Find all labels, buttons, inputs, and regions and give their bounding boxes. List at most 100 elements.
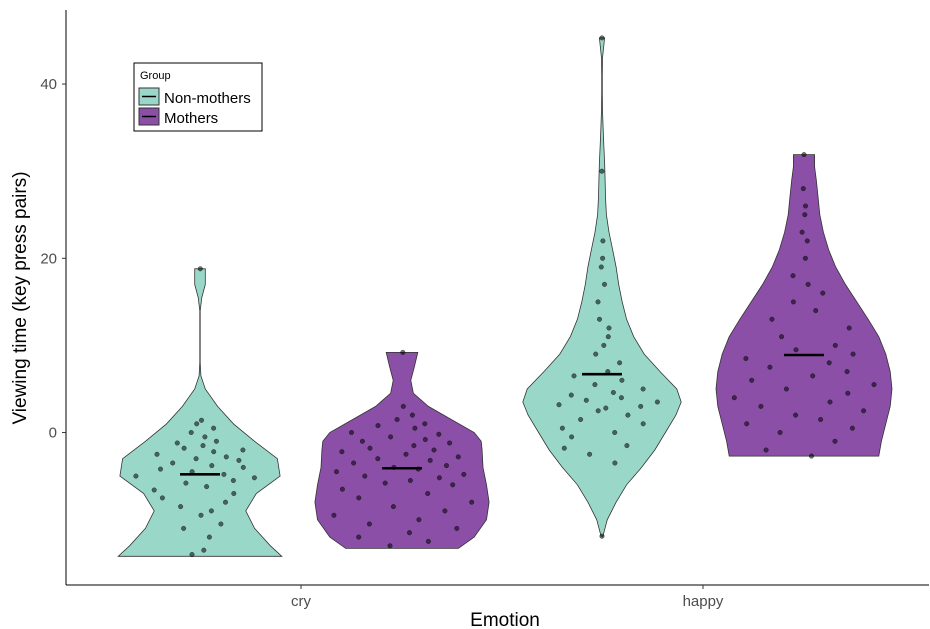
data-point (592, 382, 598, 388)
data-point (569, 434, 575, 440)
data-point (461, 471, 467, 477)
data-point (640, 386, 646, 392)
data-point (598, 264, 604, 270)
data-point (407, 530, 413, 536)
data-point (208, 508, 214, 514)
data-point (861, 408, 867, 414)
data-point (744, 421, 750, 427)
data-point (832, 438, 838, 444)
data-point (442, 508, 448, 514)
data-point (625, 412, 631, 418)
data-point (800, 186, 806, 192)
data-point (599, 168, 605, 174)
data-point (154, 451, 160, 457)
legend-label-mothers: Mothers (164, 110, 218, 127)
data-point (595, 299, 601, 305)
data-point (151, 487, 157, 493)
data-point (818, 417, 824, 423)
data-point (351, 460, 357, 466)
data-point (783, 386, 789, 392)
data-point (769, 316, 775, 322)
legend: Group Non-mothers Mothers (133, 62, 263, 132)
data-point (601, 342, 607, 348)
data-point (231, 491, 237, 497)
data-point (606, 325, 612, 331)
data-point (339, 486, 345, 492)
data-point (568, 392, 574, 398)
data-point (610, 390, 616, 396)
data-point (198, 417, 204, 423)
data-point (394, 417, 400, 423)
legend-title: Group (140, 70, 171, 82)
data-point (204, 484, 210, 490)
data-point (427, 457, 433, 463)
data-point (422, 437, 428, 443)
data-point (375, 456, 381, 462)
data-point (454, 525, 460, 531)
data-point (197, 266, 203, 272)
data-point (200, 443, 206, 449)
x-tick-label: happy (683, 593, 724, 610)
data-point (578, 417, 584, 423)
data-point (230, 478, 236, 484)
data-point (387, 543, 393, 549)
data-point (805, 281, 811, 287)
data-point (366, 521, 372, 527)
data-point (832, 342, 838, 348)
data-point (403, 451, 409, 457)
data-point (206, 534, 212, 540)
data-point (194, 421, 200, 427)
data-point (211, 449, 217, 455)
data-point (599, 533, 605, 539)
data-point (561, 445, 567, 451)
data-point (450, 482, 456, 488)
data-point (844, 369, 850, 375)
data-point (193, 456, 199, 462)
data-point (425, 491, 431, 497)
data-point (213, 438, 219, 444)
data-point (603, 405, 609, 411)
data-point (827, 399, 833, 405)
data-point (600, 238, 606, 244)
data-point (400, 349, 406, 355)
data-point (802, 255, 808, 261)
data-point (850, 351, 856, 357)
data-point (599, 35, 605, 41)
data-point (804, 238, 810, 244)
x-axis-title: Emotion (470, 610, 540, 629)
data-point (556, 402, 562, 408)
data-point (181, 445, 187, 451)
data-point (222, 499, 228, 505)
y-axis-title: Viewing time (key press pairs) (10, 171, 31, 424)
data-point (790, 299, 796, 305)
data-point (612, 460, 618, 466)
data-point (349, 430, 355, 436)
data-point (202, 434, 208, 440)
data-point (845, 390, 851, 396)
data-point (209, 463, 215, 469)
data-point (221, 471, 227, 477)
data-point (170, 460, 176, 466)
y-tick-label: 20 (40, 250, 57, 267)
data-point (846, 325, 852, 331)
data-point (431, 447, 437, 453)
data-point (617, 360, 623, 366)
legend-item-mothers: Mothers (138, 107, 218, 127)
data-point (455, 454, 461, 460)
data-point (157, 466, 163, 472)
data-point (188, 430, 194, 436)
data-point (583, 397, 589, 403)
data-point (382, 480, 388, 486)
data-point (571, 373, 577, 379)
data-point (218, 521, 224, 527)
data-point (436, 475, 442, 481)
data-point (422, 421, 428, 427)
data-point (367, 445, 373, 451)
data-point (412, 425, 418, 431)
medians-layer (180, 353, 824, 476)
violin-non-mothers-cry (117, 268, 283, 557)
data-point (201, 547, 207, 553)
data-point (559, 425, 565, 431)
data-point (331, 512, 337, 518)
data-point (178, 504, 184, 510)
